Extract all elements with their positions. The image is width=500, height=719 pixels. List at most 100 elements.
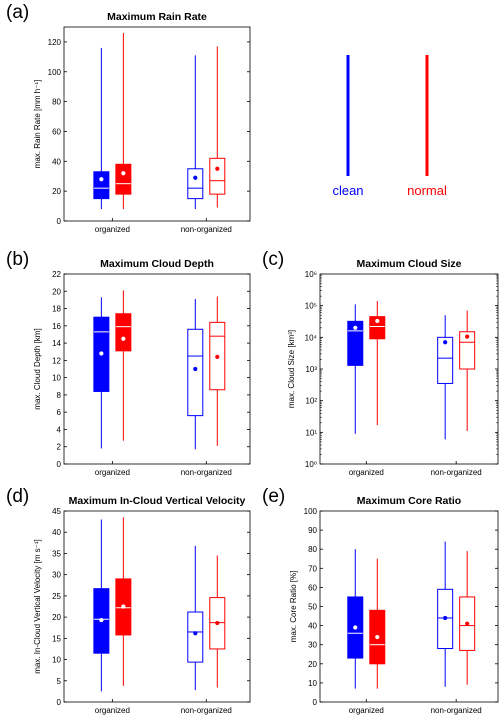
plot-frame [63, 510, 251, 703]
plot-frame [63, 273, 251, 465]
x-category-label: organized [349, 706, 384, 715]
y-tick-label: 10³ [305, 365, 317, 374]
y-tick-label: 40 [52, 157, 61, 166]
y-tick-label: 30 [308, 641, 317, 650]
chart-title: Maximum In-Cloud Vertical Velocity [69, 495, 246, 507]
y-tick-label: 20 [52, 187, 61, 196]
mean-marker [121, 336, 126, 341]
box-clean-organized [93, 47, 110, 210]
y-axis-label: max. In-Cloud Vertical Velocity [m s⁻¹] [33, 539, 42, 674]
mean-marker [215, 354, 220, 360]
y-tick-label: 35 [52, 549, 61, 558]
y-tick-label: 25 [52, 592, 61, 601]
x-category-label: organized [95, 468, 130, 477]
y-tick-label: 40 [52, 528, 61, 537]
y-tick-label: 6 [57, 408, 62, 417]
y-tick-label: 30 [52, 571, 61, 580]
y-tick-label: 10⁴ [305, 333, 318, 342]
box-clean-non-organized [437, 541, 454, 687]
mean-marker [99, 617, 104, 623]
chart-panel-4: Maximum In-Cloud Vertical Velocity max. I… [33, 495, 251, 715]
legend-clean-label: clean [332, 183, 363, 198]
box-iqr [437, 336, 454, 384]
y-tick-label: 5 [57, 677, 62, 686]
box-clean-organized [93, 519, 110, 692]
box-normal-non-organized [209, 555, 226, 688]
y-tick-label: 10² [305, 397, 317, 406]
x-category-label: non-organized [431, 706, 482, 715]
y-tick-label: 100 [48, 68, 62, 77]
panel-label-b: (b) [6, 249, 29, 270]
y-tick-label: 8 [57, 391, 62, 400]
panels: Maximum Rain Rate max. Rain Rate [mm h⁻¹]… [33, 11, 499, 715]
x-category-label: non-organized [181, 468, 232, 477]
box-iqr [187, 611, 204, 663]
box-iqr [187, 168, 204, 200]
y-tick-label: 90 [308, 526, 317, 535]
mean-marker [375, 634, 380, 640]
box-normal-organized [115, 517, 132, 686]
y-tick-label: 2 [57, 443, 62, 452]
chart-title: Maximum Rain Rate [107, 11, 207, 23]
panel-label-d: (d) [6, 486, 29, 507]
box-iqr [369, 316, 386, 340]
mean-marker [443, 340, 448, 345]
panel-label-a: (a) [6, 2, 29, 23]
box-iqr [115, 313, 132, 352]
box-iqr [115, 163, 132, 195]
y-tick-label: 4 [57, 425, 62, 434]
box-normal-non-organized [459, 551, 476, 685]
y-tick-label: 14 [52, 339, 61, 348]
box-clean-organized [347, 549, 364, 689]
y-tick-label: 20 [52, 613, 61, 622]
box-clean-organized [93, 297, 110, 449]
chart-panel-1: Maximum Rain Rate max. Rain Rate [mm h⁻¹]… [33, 11, 251, 234]
mean-marker [193, 366, 198, 372]
box-clean-non-organized [187, 299, 204, 450]
y-tick-label: 10⁶ [305, 270, 317, 279]
y-tick-label: 10¹ [305, 428, 317, 437]
mean-marker [215, 620, 220, 626]
box-clean-non-organized [187, 545, 204, 691]
box-clean-non-organized [437, 315, 454, 440]
y-tick-label: 80 [52, 98, 61, 107]
y-tick-label: 120 [48, 38, 62, 47]
box-iqr [187, 328, 204, 417]
y-tick-label: 50 [308, 603, 317, 612]
y-tick-label: 10 [308, 679, 317, 688]
y-tick-label: 16 [52, 322, 61, 331]
mean-marker [375, 318, 380, 324]
y-tick-label: 10⁵ [305, 302, 317, 311]
y-tick-label: 0 [57, 217, 62, 226]
mean-marker [465, 334, 470, 339]
y-tick-label: 100 [304, 507, 318, 516]
chart-panel-5: Maximum Core Ratio max. Core Ratio [%] 0 10… [289, 495, 499, 715]
y-tick-label: 10⁰ [305, 460, 317, 469]
box-normal-organized [115, 290, 132, 441]
plot-frame [63, 26, 251, 222]
y-tick-label: 60 [308, 583, 317, 592]
box-normal-organized [369, 301, 386, 426]
chart-panel-2: Maximum Cloud Depth max. Cloud Depth [km]… [33, 258, 251, 477]
mean-marker [99, 351, 104, 356]
mean-marker [443, 615, 448, 621]
x-category-label: non-organized [181, 706, 232, 715]
y-tick-label: 0 [57, 698, 62, 707]
x-category-label: non-organized [181, 225, 232, 234]
y-axis-label: max. Core Ratio [%] [289, 571, 298, 643]
chart-title: Maximum Core Ratio [357, 495, 461, 507]
y-tick-label: 80 [308, 545, 317, 554]
plot-frame [319, 510, 499, 703]
y-tick-label: 15 [52, 634, 61, 643]
y-tick-label: 22 [52, 270, 61, 279]
mean-marker [193, 175, 198, 180]
box-normal-organized [115, 32, 132, 210]
box-iqr [209, 157, 226, 195]
mean-marker [99, 177, 104, 182]
box-normal-non-organized [209, 46, 226, 208]
panel-label-e: (e) [262, 486, 285, 507]
mean-marker [193, 631, 198, 636]
plot-frame [319, 273, 499, 465]
y-tick-label: 12 [52, 356, 61, 365]
